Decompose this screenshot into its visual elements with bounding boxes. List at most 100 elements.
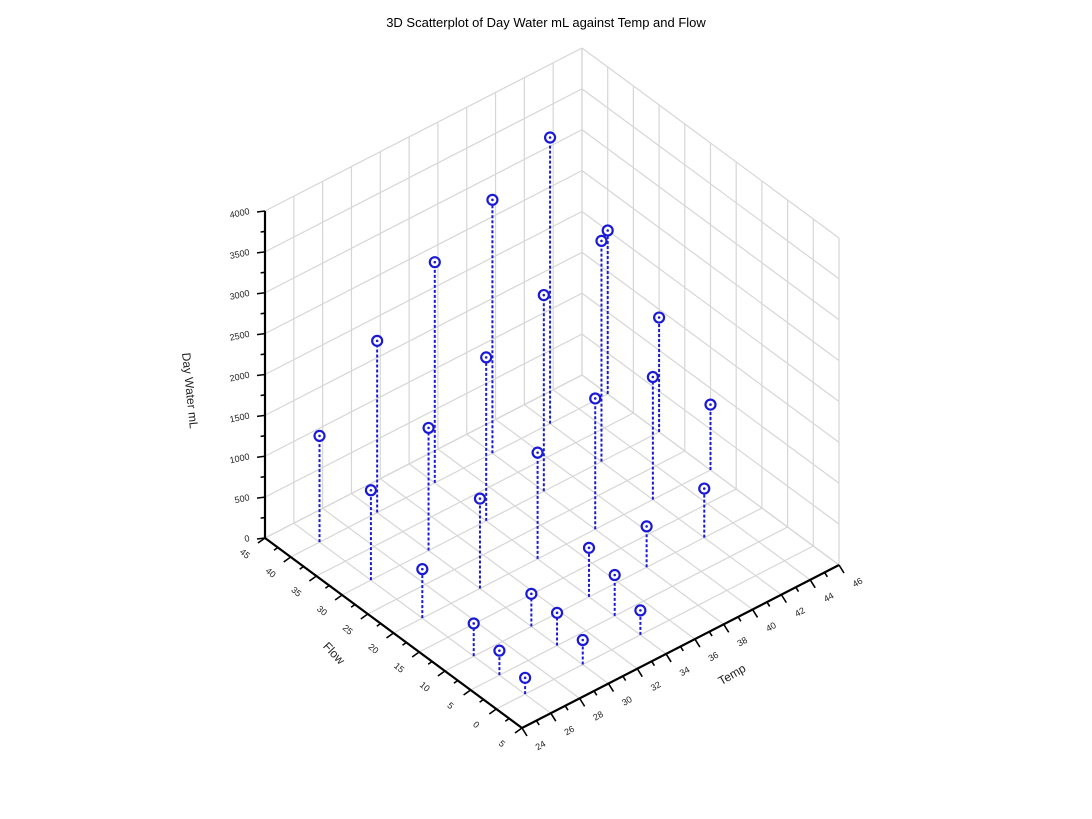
y-tick-label: 5	[497, 738, 507, 749]
z-tick-mark	[256, 414, 266, 418]
x-tick-mark	[751, 609, 759, 618]
data-points	[313, 131, 717, 695]
data-point-center	[657, 316, 661, 319]
y-axis-label: Flow	[320, 639, 348, 667]
floor-grid-line	[496, 545, 814, 710]
data-point-center	[421, 567, 424, 571]
chart-title: 3D Scatterplot of Day Water mL against T…	[386, 15, 706, 30]
x-tick-mark	[838, 564, 845, 574]
y-tick-mark	[334, 594, 343, 601]
y-tick-label: 5	[445, 700, 455, 711]
x-tick-mark	[636, 668, 643, 678]
floor-grid-line	[470, 526, 788, 691]
x-tick-mark	[708, 631, 713, 637]
data-point-center	[709, 403, 712, 406]
x-tick-mark	[737, 616, 742, 622]
data-point-center	[498, 649, 501, 652]
z-tick-label: 1500	[229, 411, 251, 425]
wall-grid-line	[581, 88, 840, 280]
z-tick-label: 500	[234, 492, 251, 505]
data-point-center	[593, 397, 597, 400]
x-tick-label: 24	[534, 739, 548, 753]
z-tick-mark	[260, 516, 266, 519]
floor-grid-line	[418, 488, 737, 653]
x-tick-mark	[535, 720, 540, 726]
data-point-center	[555, 611, 559, 615]
y-tick-mark	[479, 698, 484, 703]
z-tick-label: 2000	[229, 370, 251, 384]
data-point-center	[536, 451, 539, 454]
data-point-center	[530, 592, 533, 596]
x-tick-mark	[679, 646, 684, 652]
data-point-center	[472, 622, 476, 625]
y-tick-mark	[350, 603, 356, 608]
data-point-center	[651, 375, 655, 379]
x-tick-mark	[651, 660, 656, 667]
x-tick-mark	[723, 623, 730, 633]
y-tick-mark	[299, 565, 305, 570]
x-tick-label: 28	[591, 709, 605, 723]
data-point-center	[645, 525, 648, 528]
x-tick-mark	[607, 683, 615, 692]
z-tick-mark	[260, 353, 266, 356]
wall-grid-line	[581, 211, 840, 402]
y-tick-label: 30	[315, 604, 329, 618]
wall-grid-line	[581, 129, 840, 321]
y-tick-label: 40	[264, 566, 278, 580]
z-tick-mark	[256, 251, 266, 254]
z-tick-label: 0	[243, 533, 250, 544]
z-tick-mark	[256, 496, 266, 499]
y-tick-mark	[283, 556, 292, 563]
z-tick-mark	[260, 230, 266, 233]
data-point-center	[613, 573, 616, 577]
x-tick-mark	[665, 653, 672, 663]
z-tick-label: 3000	[229, 288, 251, 302]
data-point-center	[523, 676, 527, 680]
wall-grid-line	[264, 170, 583, 335]
wall-grid-line	[264, 88, 583, 253]
data-point-center	[639, 609, 642, 612]
x-tick-mark	[823, 571, 829, 578]
x-tick-mark	[550, 712, 557, 722]
y-tick-mark	[402, 641, 407, 646]
x-tick-mark	[564, 705, 569, 711]
data-point-center	[427, 426, 430, 430]
wall-grid-line	[264, 47, 583, 212]
z-tick-mark	[256, 537, 266, 540]
data-point-center	[702, 487, 706, 490]
x-tick-mark	[593, 690, 598, 696]
y-tick-mark	[411, 651, 420, 658]
z-tick-label: 1000	[229, 451, 251, 465]
y-tick-label: 0	[471, 719, 481, 730]
y-tick-mark	[308, 575, 317, 582]
y-tick-label: 25	[341, 623, 355, 637]
floor-grid-line	[341, 431, 660, 596]
y-tick-mark	[514, 727, 523, 734]
z-tick-mark	[256, 373, 266, 377]
data-point-center	[375, 339, 379, 343]
x-tick-label: 38	[735, 635, 749, 649]
y-tick-mark	[504, 717, 510, 722]
y-tick-mark	[324, 584, 330, 589]
tick-labels: 24 26 28 30 32 34 36 38 40 42 44 46 5 0 5 10 15 20 25 30 35 4…	[229, 206, 865, 752]
z-tick-mark	[260, 475, 266, 479]
y-tick-mark	[427, 660, 433, 665]
z-tick-mark	[256, 210, 266, 213]
data-point-center	[587, 546, 591, 550]
wall-grid-line	[264, 333, 583, 498]
wall-grid-line	[264, 129, 583, 294]
z-tick-label: 4000	[229, 206, 251, 220]
x-tick-mark	[578, 697, 586, 707]
x-axis-label: Temp	[716, 661, 749, 688]
x-tick-mark	[795, 586, 800, 593]
floor-grid-line	[316, 412, 634, 577]
y-tick-label: 10	[418, 680, 432, 694]
wall-grid-line	[264, 292, 583, 457]
x-tick-label: 42	[793, 605, 807, 619]
wall-grid-line	[264, 251, 583, 416]
x-tick-label: 36	[707, 650, 721, 664]
wall-grid-line	[581, 47, 840, 239]
floor-grid-line	[393, 469, 711, 634]
data-point-center	[548, 136, 552, 139]
